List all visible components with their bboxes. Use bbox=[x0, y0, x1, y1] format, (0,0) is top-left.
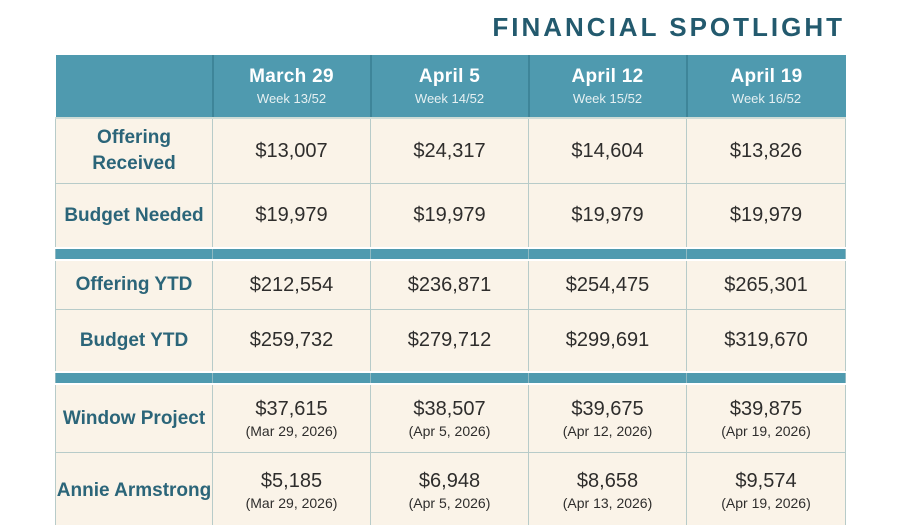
column-date: April 5 bbox=[418, 66, 481, 88]
row-offering-received: Offering Received $13,007 $24,317 $14,60… bbox=[55, 117, 846, 184]
table-cell: $9,574 (Apr 19, 2026) bbox=[686, 452, 846, 525]
cell-amount: $9,574 bbox=[735, 469, 797, 492]
cell-date: (Apr 19, 2026) bbox=[721, 494, 811, 511]
table-cell: $259,732 bbox=[212, 309, 371, 373]
row-budget-needed: Budget Needed $19,979 $19,979 $19,979 $1… bbox=[55, 183, 846, 249]
table-cell: $6,948 (Apr 5, 2026) bbox=[370, 452, 529, 525]
table-cell: $8,658 (Apr 13, 2026) bbox=[528, 452, 687, 525]
column-week: Week 16/52 bbox=[731, 90, 802, 106]
table-cell: $279,712 bbox=[370, 309, 529, 373]
cell-amount: $39,675 bbox=[571, 397, 644, 420]
row-label: Offering Received bbox=[55, 117, 213, 184]
table-cell: $24,317 bbox=[370, 117, 529, 184]
table-cell: $13,826 bbox=[686, 117, 846, 184]
corner-cell bbox=[55, 55, 214, 119]
section-divider bbox=[55, 247, 846, 261]
cell-amount: $5,185 bbox=[260, 469, 323, 492]
row-budget-ytd: Budget YTD $259,732 $279,712 $299,691 $3… bbox=[55, 309, 846, 373]
table-cell: $37,615 (Mar 29, 2026) bbox=[212, 383, 371, 453]
row-label: Budget Needed bbox=[55, 183, 213, 249]
row-label: Offering YTD bbox=[55, 259, 213, 310]
header-row: March 29 Week 13/52 April 5 Week 14/52 A… bbox=[55, 55, 846, 119]
cell-amount: $39,875 bbox=[729, 397, 803, 420]
table-cell: $299,691 bbox=[528, 309, 687, 373]
row-label: Annie Armstrong bbox=[55, 452, 213, 525]
page-title: FINANCIAL SPOTLIGHT bbox=[492, 12, 845, 42]
table-cell: $14,604 bbox=[528, 117, 687, 184]
column-header-apr19: April 19 Week 16/52 bbox=[686, 55, 846, 119]
cell-date: (Apr 5, 2026) bbox=[408, 422, 491, 439]
table-cell: $38,507 (Apr 5, 2026) bbox=[370, 383, 529, 453]
cell-date: (Apr 12, 2026) bbox=[562, 422, 653, 439]
cell-amount: $38,507 bbox=[413, 397, 486, 420]
table-cell: $212,554 bbox=[212, 259, 371, 310]
financial-table: March 29 Week 13/52 April 5 Week 14/52 A… bbox=[55, 55, 846, 525]
cell-date: (Apr 19, 2026) bbox=[721, 422, 811, 439]
column-week: Week 15/52 bbox=[572, 90, 643, 106]
table-cell: $39,875 (Apr 19, 2026) bbox=[686, 383, 846, 453]
column-date: March 29 bbox=[249, 66, 334, 88]
table-cell: $19,979 bbox=[370, 183, 529, 249]
table-cell: $265,301 bbox=[686, 259, 846, 310]
table-cell: $319,670 bbox=[686, 309, 846, 373]
cell-date: (Apr 5, 2026) bbox=[408, 494, 491, 511]
table-cell: $236,871 bbox=[370, 259, 529, 310]
cell-date: (Apr 13, 2026) bbox=[562, 494, 653, 511]
row-offering-ytd: Offering YTD $212,554 $236,871 $254,475 … bbox=[55, 259, 846, 310]
table-cell: $5,185 (Mar 29, 2026) bbox=[212, 452, 371, 525]
row-window-project: Window Project $37,615 (Mar 29, 2026) $3… bbox=[55, 383, 846, 453]
row-annie-armstrong: Annie Armstrong $5,185 (Mar 29, 2026) $6… bbox=[55, 452, 846, 525]
table-cell: $19,979 bbox=[686, 183, 846, 249]
column-date: April 19 bbox=[730, 66, 803, 88]
table-cell: $13,007 bbox=[212, 117, 371, 184]
cell-amount: $8,658 bbox=[576, 469, 639, 492]
section-divider bbox=[55, 371, 846, 385]
cell-date: (Mar 29, 2026) bbox=[245, 494, 338, 511]
cell-amount: $6,948 bbox=[418, 469, 481, 492]
table-cell: $254,475 bbox=[528, 259, 687, 310]
column-header-mar29: March 29 Week 13/52 bbox=[212, 55, 372, 119]
table-cell: $19,979 bbox=[212, 183, 371, 249]
column-week: Week 13/52 bbox=[256, 90, 327, 106]
column-header-apr5: April 5 Week 14/52 bbox=[370, 55, 530, 119]
column-week: Week 14/52 bbox=[414, 90, 485, 106]
column-header-apr12: April 12 Week 15/52 bbox=[528, 55, 688, 119]
cell-amount: $37,615 bbox=[255, 397, 328, 420]
row-label: Budget YTD bbox=[55, 309, 213, 373]
table-cell: $39,675 (Apr 12, 2026) bbox=[528, 383, 687, 453]
row-label: Window Project bbox=[55, 383, 213, 453]
cell-date: (Mar 29, 2026) bbox=[245, 422, 338, 439]
column-date: April 12 bbox=[571, 66, 644, 88]
table-cell: $19,979 bbox=[528, 183, 687, 249]
